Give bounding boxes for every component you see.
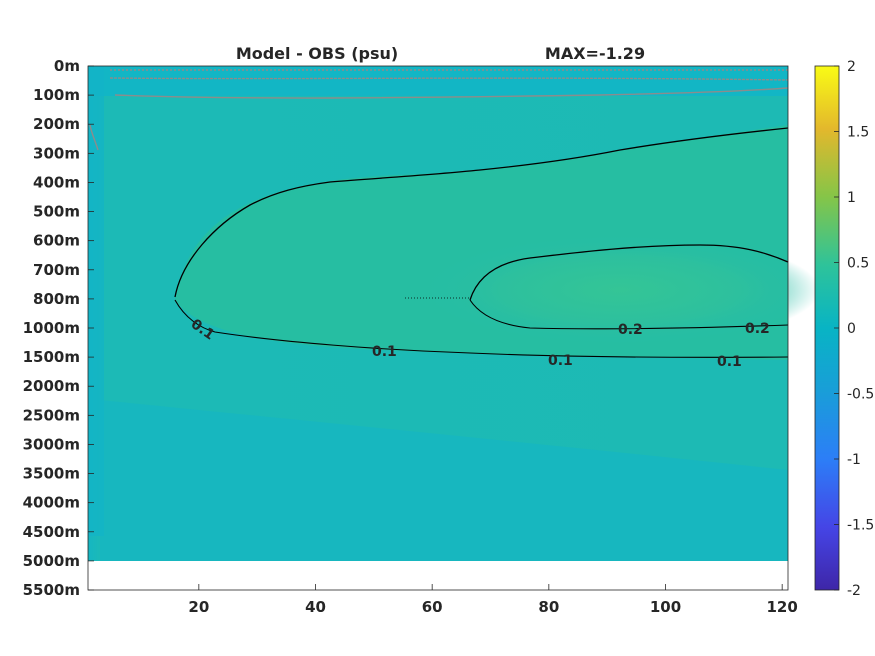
y-tick-label-13: 3000m xyxy=(23,435,80,453)
x-tick-label-4: 100 xyxy=(650,598,681,616)
y-tick-label-15: 4000m xyxy=(23,494,80,512)
colorbar-tick-label-5: -0.5 xyxy=(847,387,874,403)
left-edge-strip xyxy=(88,66,104,536)
y-tick-label-7: 700m xyxy=(33,261,80,279)
colorbar: 2 1.5 1 0.5 0 -0.5 -1 -1.5 -2 xyxy=(814,59,874,599)
y-tick-label-1: 100m xyxy=(33,86,80,104)
chart-title: Model - OBS (psu) xyxy=(236,44,398,63)
core-region xyxy=(420,235,820,345)
deep-layer xyxy=(100,400,788,561)
y-tick-label-5: 500m xyxy=(33,203,80,221)
x-tick-label-0: 20 xyxy=(188,598,209,616)
heatmap-field xyxy=(88,66,820,561)
y-tick-label-10: 1500m xyxy=(23,348,80,366)
colorbar-tick-label-3: 0.5 xyxy=(847,256,869,272)
y-tick-label-3: 300m xyxy=(33,144,80,162)
y-tick-label-4: 400m xyxy=(33,173,80,191)
y-tick-label-2: 200m xyxy=(33,115,80,133)
colorbar-tick-label-1: 1.5 xyxy=(847,125,869,141)
y-tick-label-6: 600m xyxy=(33,232,80,250)
colorbar-tick-label-7: -1.5 xyxy=(847,518,874,534)
x-tick-label-2: 60 xyxy=(422,598,443,616)
colorbar-tick-label-0: 2 xyxy=(847,59,856,75)
x-tick-label-3: 80 xyxy=(538,598,559,616)
x-axis-ticks: 20 40 60 80 100 120 xyxy=(188,584,798,616)
contour-outer-upper xyxy=(174,127,789,298)
y-tick-label-16: 4500m xyxy=(23,523,80,541)
y-tick-label-17: 5000m xyxy=(23,552,80,570)
contour-inner-lower xyxy=(469,299,789,330)
y-tick-label-12: 2500m xyxy=(23,406,80,424)
colorbar-tick-label-2: 1 xyxy=(847,190,856,206)
max-label: MAX=-1.29 xyxy=(545,44,645,63)
contour-outer-lower xyxy=(174,299,789,358)
y-tick-label-14: 3500m xyxy=(23,465,80,483)
surface-contours xyxy=(89,69,789,151)
y-tick-label-18: 5500m xyxy=(23,581,80,599)
surface-layer xyxy=(88,66,788,96)
contour-label-2: 0.1 xyxy=(717,354,742,370)
y-tick-label-0: 0m xyxy=(54,57,80,75)
y-tick-label-9: 1000m xyxy=(23,319,80,337)
x-tick-label-1: 40 xyxy=(305,598,326,616)
contour-label-4: 0.2 xyxy=(618,322,643,338)
colorbar-ticks: 2 1.5 1 0.5 0 -0.5 -1 -1.5 -2 xyxy=(834,59,874,599)
y-tick-label-11: 2000m xyxy=(23,377,80,395)
colorbar-tick-label-8: -2 xyxy=(847,583,861,599)
x-tick-label-5: 120 xyxy=(767,598,798,616)
contour-lines xyxy=(174,127,789,358)
contour-label-5: 0.2 xyxy=(745,321,770,337)
contour-label-1: 0.1 xyxy=(548,353,573,369)
contour-label-0: 0.1 xyxy=(372,344,397,360)
contour-inner-upper xyxy=(469,244,789,301)
colorbar-tick-label-6: -1 xyxy=(847,452,861,468)
colorbar-tick-label-4: 0 xyxy=(847,321,856,337)
y-tick-label-8: 800m xyxy=(33,290,80,308)
y-axis-ticks: 0m 100m 200m 300m 400m 500m 600m 700m 800m 1000m 1… xyxy=(23,57,94,599)
